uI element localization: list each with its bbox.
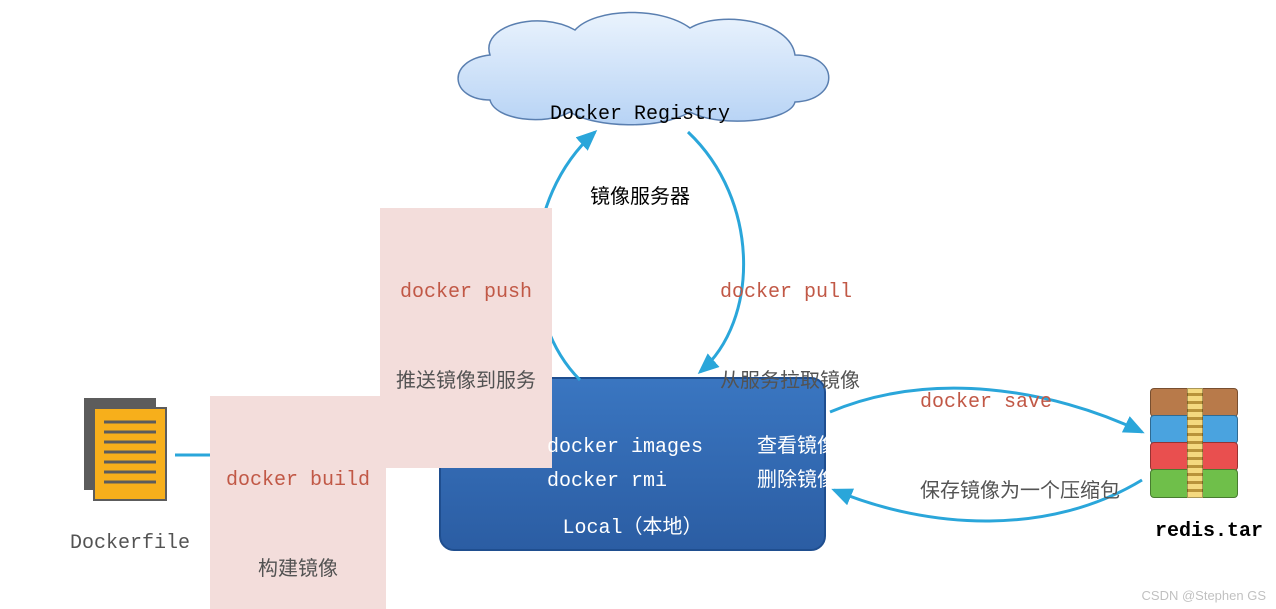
cloud-title: Docker Registry (520, 101, 760, 129)
load-label: docker load 加载压缩包为镜像 (930, 548, 1090, 609)
save-desc: 保存镜像为一个压缩包 (920, 478, 1120, 508)
save-cmd: docker save (920, 388, 1120, 418)
pull-cmd: docker pull (720, 278, 860, 308)
dockerfile-icon (80, 394, 170, 494)
local-cmd: docker rmi (547, 470, 757, 493)
local-footer: Local（本地） (440, 510, 825, 540)
local-box: docker images查看镜像 docker rmi删除镜像 Local（本… (440, 378, 825, 550)
local-row: docker rmi删除镜像 (475, 440, 837, 516)
dockerfile-caption: Dockerfile (70, 532, 190, 555)
build-cmd: docker build (226, 466, 370, 496)
build-desc: 构建镜像 (226, 556, 370, 586)
build-label-box: docker build 构建镜像 (210, 396, 386, 609)
local-desc: 删除镜像 (757, 470, 837, 493)
save-label: docker save 保存镜像为一个压缩包 (920, 328, 1120, 568)
watermark: CSDN @Stephen GS (1142, 588, 1266, 603)
push-cmd: docker push (396, 278, 536, 308)
cloud-subtitle: 镜像服务器 (520, 185, 760, 213)
archive-icon (1150, 388, 1238, 496)
archive-caption: redis.tar (1155, 520, 1263, 543)
